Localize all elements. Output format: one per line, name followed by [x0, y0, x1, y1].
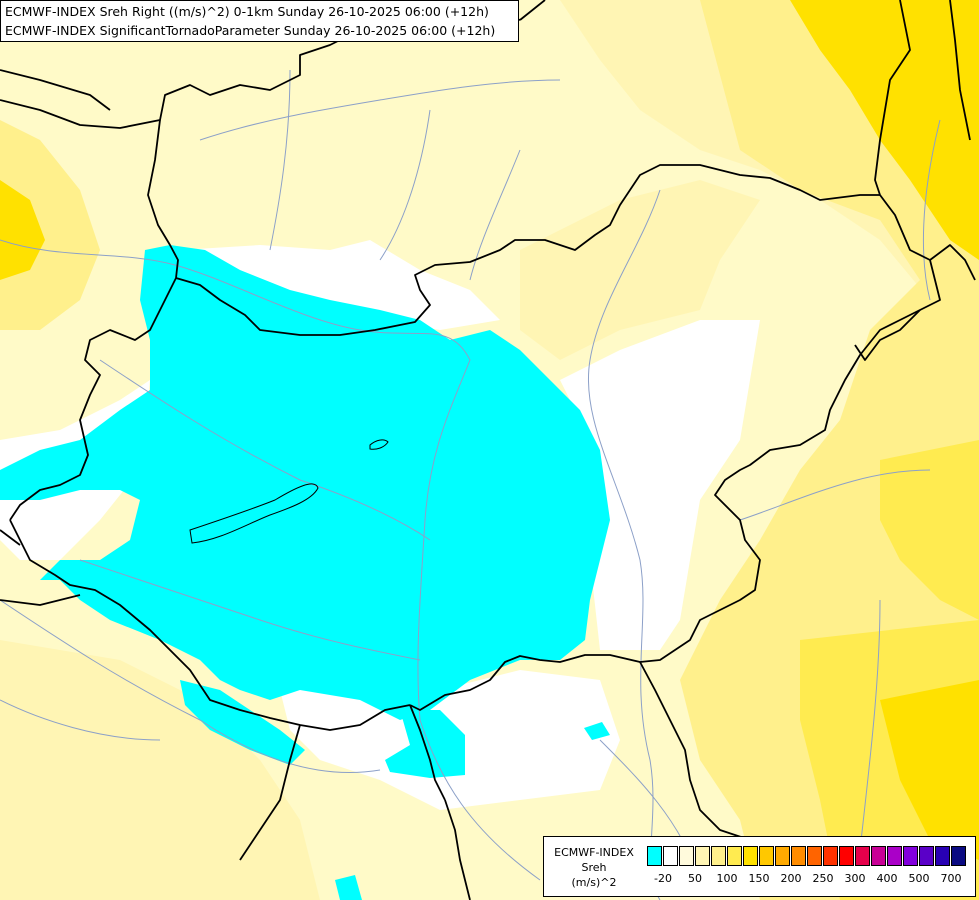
title-line-srh: ECMWF-INDEX Sreh Right ((m/s)^2) 0-1km S… — [5, 4, 489, 19]
gold-zone-east — [880, 440, 979, 620]
legend-swatch — [919, 846, 934, 866]
legend-swatch — [839, 846, 854, 866]
border-slovakia-hungary — [175, 164, 880, 336]
river-prut — [922, 119, 941, 301]
cyan-zone-main — [0, 245, 610, 720]
legend-tick-label: 250 — [812, 872, 834, 885]
legend-swatch — [791, 846, 806, 866]
river-north — [199, 79, 561, 141]
legend-swatch — [855, 846, 870, 866]
border-serbia-south — [444, 799, 471, 900]
rivers — [0, 69, 941, 900]
river-tisza — [588, 189, 661, 900]
legend-tick-label: -20 — [654, 872, 672, 885]
legend-swatch — [647, 846, 662, 866]
border-serbia-romania-south — [639, 661, 751, 841]
white-zone-north — [180, 240, 500, 330]
border-austria-hungary-west — [9, 277, 177, 521]
border-alpine — [0, 594, 81, 606]
river-west-alpine — [0, 699, 161, 741]
cyan-zone-bottom — [335, 875, 362, 900]
legend-tick-label: 700 — [940, 872, 962, 885]
white-zone-pannonian — [560, 320, 760, 650]
border-moldova — [949, 0, 971, 141]
border-romania-inner — [854, 309, 921, 361]
yellow-zone-west — [0, 120, 100, 330]
legend-tick-label: 500 — [908, 872, 930, 885]
legend-swatch — [663, 846, 678, 866]
legend-variable: Sreh — [581, 861, 607, 874]
border-slovenia-italy — [0, 529, 21, 546]
gold-zone-northeast — [790, 0, 979, 260]
legend-tick-label: 100 — [716, 872, 738, 885]
legend-tick-label: 400 — [876, 872, 898, 885]
gold-zone-west — [0, 180, 45, 280]
border-poland-slovakia — [519, 0, 546, 21]
river-mures — [739, 469, 931, 521]
legend-swatch — [679, 846, 694, 866]
legend-tick-label: 300 — [844, 872, 866, 885]
border-bosnia-south — [239, 724, 301, 861]
river-hron — [469, 149, 521, 281]
river-drava — [79, 559, 421, 661]
legend-unit: (m/s)^2 — [571, 876, 617, 889]
river-morava — [269, 69, 291, 251]
legend-swatch — [759, 846, 774, 866]
yellow-zone-hungary — [520, 180, 760, 360]
legend-swatch — [935, 846, 950, 866]
river-olt — [859, 599, 881, 851]
title-line-stp: ECMWF-INDEX SignificantTornadoParameter … — [5, 23, 496, 38]
legend-swatch — [743, 846, 758, 866]
gold-zone-southeast-core — [880, 680, 979, 860]
river-vah — [379, 109, 431, 261]
border-czech-austria — [147, 119, 179, 279]
lake-small — [369, 439, 389, 450]
legend-swatch — [695, 846, 710, 866]
legend-swatch — [887, 846, 902, 866]
border-serbia-bosnia — [409, 704, 446, 801]
border-hungary-serbia — [409, 654, 641, 711]
legend-swatch — [903, 846, 918, 866]
legend-swatch — [951, 846, 966, 866]
yellow-zone-southwest — [0, 640, 320, 900]
legend-swatch — [823, 846, 838, 866]
border-croatia-slovenia — [9, 519, 411, 731]
legend-swatch — [711, 846, 726, 866]
legend-swatch — [871, 846, 886, 866]
legend-swatch — [727, 846, 742, 866]
legend-ticks: -20 50 100 150 200 250 300 400 500 700 — [647, 872, 977, 888]
legend-swatches — [647, 846, 967, 866]
cyan-zone-islet — [584, 722, 610, 740]
map-title-box: ECMWF-INDEX Sreh Right ((m/s)^2) 0-1km S… — [0, 0, 519, 42]
legend-model: ECMWF-INDEX — [554, 846, 634, 859]
border-czech-north — [0, 69, 111, 111]
border-hungary-romania — [639, 259, 941, 663]
legend-tick-label: 50 — [688, 872, 702, 885]
river-danube — [0, 239, 541, 881]
legend-tick-label: 200 — [780, 872, 802, 885]
river-mur — [99, 359, 431, 541]
legend-swatch — [775, 846, 790, 866]
border-poland-ukraine — [874, 0, 911, 196]
legend-swatch — [807, 846, 822, 866]
color-scale-legend: ECMWF-INDEX Sreh (m/s)^2 -20 50 100 150 200 2… — [543, 836, 976, 897]
river-sava — [0, 599, 381, 773]
lake-balaton — [189, 483, 319, 544]
legend-tick-label: 150 — [748, 872, 770, 885]
